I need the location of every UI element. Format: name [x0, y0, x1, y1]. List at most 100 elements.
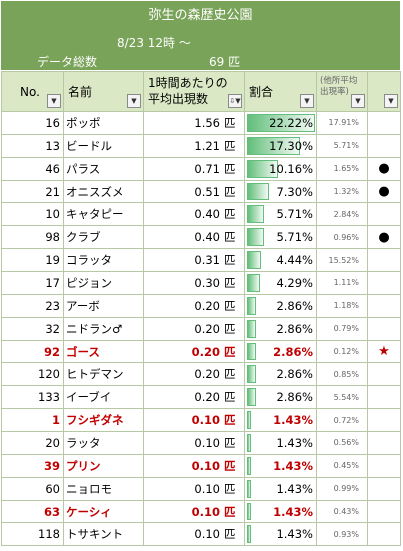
cell-avg[interactable]: 0.31 匹: [143, 248, 245, 273]
cell-ratio[interactable]: 10.16%: [244, 156, 317, 181]
cell-avg[interactable]: 0.10 匹: [143, 431, 245, 455]
cell-ratio[interactable]: 4.29%: [244, 271, 317, 295]
cell-other-rate[interactable]: 0.12%: [316, 339, 368, 364]
table-row[interactable]: 60 ニョロモ 0.10 匹 1.43% 0.99%: [1, 476, 401, 501]
table-row[interactable]: 32 ニドラン♂ 0.20 匹 2.86% 0.79%: [1, 316, 401, 341]
cell-mark[interactable]: ★: [367, 339, 401, 364]
cell-avg[interactable]: 0.20 匹: [143, 316, 245, 341]
cell-avg[interactable]: 0.10 匹: [143, 408, 245, 433]
cell-avg[interactable]: 0.10 匹: [143, 499, 245, 524]
cell-mark[interactable]: [367, 133, 401, 158]
table-row[interactable]: 120 ヒトデマン 0.20 匹 2.86% 0.85%: [1, 362, 401, 387]
cell-avg[interactable]: 0.20 匹: [143, 293, 245, 318]
cell-name[interactable]: ゴース: [63, 339, 144, 364]
cell-other-rate[interactable]: 0.99%: [316, 476, 368, 501]
cell-no[interactable]: 63: [1, 499, 64, 524]
cell-mark[interactable]: [367, 476, 401, 501]
cell-ratio[interactable]: 2.86%: [244, 362, 317, 387]
cell-no[interactable]: 60: [1, 476, 64, 501]
cell-name[interactable]: キャタピー: [63, 202, 144, 227]
cell-no[interactable]: 1: [1, 408, 64, 433]
cell-no[interactable]: 19: [1, 248, 64, 273]
table-row[interactable]: 98 クラブ 0.40 匹 5.71% 0.96% ●: [1, 225, 401, 250]
cell-avg[interactable]: 1.56 匹: [143, 111, 245, 135]
filter-dropdown-ratio[interactable]: ▼: [300, 94, 314, 108]
cell-no[interactable]: 16: [1, 111, 64, 135]
cell-other-rate[interactable]: 0.96%: [316, 225, 368, 250]
cell-ratio[interactable]: 1.43%: [244, 453, 317, 478]
cell-mark[interactable]: [367, 316, 401, 341]
cell-other-rate[interactable]: 0.56%: [316, 431, 368, 455]
cell-other-rate[interactable]: 1.11%: [316, 271, 368, 295]
cell-avg[interactable]: 0.10 匹: [143, 453, 245, 478]
cell-name[interactable]: ビードル: [63, 133, 144, 158]
cell-avg[interactable]: 0.30 匹: [143, 271, 245, 295]
cell-name[interactable]: ニョロモ: [63, 476, 144, 501]
cell-no[interactable]: 10: [1, 202, 64, 227]
table-row[interactable]: 23 アーボ 0.20 匹 2.86% 1.18%: [1, 293, 401, 318]
cell-mark[interactable]: ●: [367, 225, 401, 250]
cell-name[interactable]: オニスズメ: [63, 179, 144, 204]
cell-mark[interactable]: [367, 431, 401, 455]
filter-dropdown-other[interactable]: ▼: [351, 94, 365, 108]
cell-name[interactable]: プリン: [63, 453, 144, 478]
table-row[interactable]: 20 ラッタ 0.10 匹 1.43% 0.56%: [1, 431, 401, 455]
cell-name[interactable]: フシギダネ: [63, 408, 144, 433]
filter-dropdown-name[interactable]: ▼: [127, 94, 141, 108]
cell-no[interactable]: 23: [1, 293, 64, 318]
cell-name[interactable]: トサキント: [63, 522, 144, 547]
cell-other-rate[interactable]: 1.18%: [316, 293, 368, 318]
cell-other-rate[interactable]: 0.43%: [316, 499, 368, 524]
cell-name[interactable]: コラッタ: [63, 248, 144, 273]
cell-no[interactable]: 20: [1, 431, 64, 455]
cell-other-rate[interactable]: 0.79%: [316, 316, 368, 341]
cell-mark[interactable]: [367, 293, 401, 318]
cell-mark[interactable]: [367, 408, 401, 433]
cell-other-rate[interactable]: 15.52%: [316, 248, 368, 273]
cell-no[interactable]: 39: [1, 453, 64, 478]
cell-ratio[interactable]: 5.71%: [244, 225, 317, 250]
cell-mark[interactable]: [367, 453, 401, 478]
cell-name[interactable]: パラス: [63, 156, 144, 181]
cell-ratio[interactable]: 1.43%: [244, 476, 317, 501]
cell-name[interactable]: ヒトデマン: [63, 362, 144, 387]
cell-mark[interactable]: [367, 522, 401, 547]
cell-mark[interactable]: ●: [367, 179, 401, 204]
cell-ratio[interactable]: 1.43%: [244, 408, 317, 433]
cell-ratio[interactable]: 5.71%: [244, 202, 317, 227]
cell-name[interactable]: イーブイ: [63, 385, 144, 410]
table-row[interactable]: 17 ピジョン 0.30 匹 4.29% 1.11%: [1, 271, 401, 295]
cell-ratio[interactable]: 17.30%: [244, 133, 317, 158]
cell-name[interactable]: クラブ: [63, 225, 144, 250]
cell-ratio[interactable]: 2.86%: [244, 293, 317, 318]
cell-ratio[interactable]: 22.22%: [244, 111, 317, 135]
table-row[interactable]: 133 イーブイ 0.20 匹 2.86% 5.54%: [1, 385, 401, 410]
cell-other-rate[interactable]: 0.45%: [316, 453, 368, 478]
cell-no[interactable]: 92: [1, 339, 64, 364]
cell-avg[interactable]: 0.20 匹: [143, 362, 245, 387]
cell-mark[interactable]: [367, 362, 401, 387]
cell-ratio[interactable]: 2.86%: [244, 385, 317, 410]
cell-ratio[interactable]: 1.43%: [244, 431, 317, 455]
cell-ratio[interactable]: 2.86%: [244, 316, 317, 341]
cell-ratio[interactable]: 4.44%: [244, 248, 317, 273]
cell-avg[interactable]: 0.20 匹: [143, 339, 245, 364]
cell-mark[interactable]: [367, 248, 401, 273]
cell-no[interactable]: 13: [1, 133, 64, 158]
cell-avg[interactable]: 0.40 匹: [143, 225, 245, 250]
cell-mark[interactable]: [367, 499, 401, 524]
table-row[interactable]: 118 トサキント 0.10 匹 1.43% 0.93%: [1, 522, 401, 547]
table-row[interactable]: 92 ゴース 0.20 匹 2.86% 0.12% ★: [1, 339, 401, 364]
cell-no[interactable]: 133: [1, 385, 64, 410]
cell-mark[interactable]: [367, 111, 401, 135]
cell-avg[interactable]: 0.40 匹: [143, 202, 245, 227]
table-row[interactable]: 13 ビードル 1.21 匹 17.30% 5.71%: [1, 133, 401, 158]
cell-no[interactable]: 17: [1, 271, 64, 295]
cell-avg[interactable]: 1.21 匹: [143, 133, 245, 158]
cell-ratio[interactable]: 1.43%: [244, 499, 317, 524]
cell-no[interactable]: 46: [1, 156, 64, 181]
cell-mark[interactable]: ●: [367, 156, 401, 181]
cell-other-rate[interactable]: 0.72%: [316, 408, 368, 433]
table-row[interactable]: 16 ポッポ 1.56 匹 22.22% 17.91%: [1, 111, 401, 135]
cell-other-rate[interactable]: 0.93%: [316, 522, 368, 547]
